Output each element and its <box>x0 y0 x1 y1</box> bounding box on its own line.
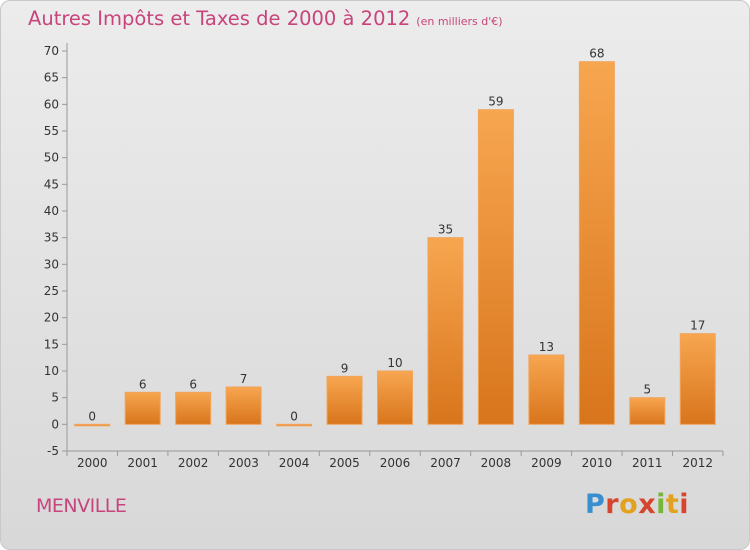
x-tick-label: 2011 <box>632 456 663 470</box>
value-label: 5 <box>643 383 651 397</box>
value-label: 35 <box>438 223 453 237</box>
x-tick-label: 2010 <box>582 456 613 470</box>
y-tick-label: 0 <box>51 417 59 431</box>
y-tick-label: 35 <box>44 231 59 245</box>
value-label: 7 <box>240 372 248 386</box>
x-tick-label: 2009 <box>531 456 562 470</box>
x-tick-label: 2001 <box>127 456 158 470</box>
y-tick-label: 15 <box>44 337 59 351</box>
bar <box>427 237 464 425</box>
proxiti-logo: Proxiti <box>585 489 689 520</box>
x-tick-label: 2004 <box>279 456 310 470</box>
bars <box>74 61 716 427</box>
value-label: 9 <box>341 361 349 375</box>
y-tick-label: 5 <box>51 391 59 405</box>
logo-letter: i <box>656 489 666 520</box>
commune-name: MENVILLE <box>36 495 127 517</box>
y-tick-label: -5 <box>47 444 59 458</box>
bar <box>477 109 514 425</box>
x-tick-label: 2006 <box>380 456 411 470</box>
logo-letter: o <box>619 489 639 520</box>
logo-letter: r <box>605 489 620 520</box>
y-tick-label: 40 <box>44 204 59 218</box>
value-label: 59 <box>488 95 503 109</box>
title-text: Autres Impôts et Taxes de 2000 à 2012 <box>28 7 411 30</box>
value-label: 13 <box>539 340 554 354</box>
bar <box>528 354 565 425</box>
bar <box>326 375 363 425</box>
logo-letter: i <box>679 489 690 520</box>
value-label: 0 <box>88 409 96 423</box>
x-tick-label: 2003 <box>228 456 259 470</box>
logo-letter: t <box>665 489 680 520</box>
bar <box>578 61 615 425</box>
x-axis: 2000 2001 2002 2003 2004 2005 2006 2007 2008 2009… <box>66 450 724 470</box>
y-tick-label: 65 <box>44 71 59 85</box>
y-tick-label: 70 <box>44 44 59 58</box>
x-tick-label: 2002 <box>178 456 209 470</box>
bar <box>74 423 111 427</box>
chart-subtitle: (en milliers d'€) <box>416 15 503 28</box>
x-tick-label: 2012 <box>682 456 713 470</box>
value-label: 6 <box>189 377 197 391</box>
y-tick-label: 20 <box>44 311 59 325</box>
x-tick-label: 2000 <box>77 456 108 470</box>
bar <box>225 386 262 425</box>
bar <box>175 391 212 425</box>
y-tick-label: 10 <box>44 364 59 378</box>
value-label: 6 <box>139 377 147 391</box>
y-tick-label: 60 <box>44 97 59 111</box>
chart-title: Autres Impôts et Taxes de 2000 à 2012 (en… <box>28 7 503 30</box>
y-tick-label: 50 <box>44 151 59 165</box>
y-tick-label: 45 <box>44 177 59 191</box>
bar <box>629 397 666 425</box>
logo-letter: P <box>585 489 606 520</box>
logo-letter: x <box>638 489 657 520</box>
value-label: 10 <box>387 356 402 370</box>
y-tick-label: 30 <box>44 257 59 271</box>
y-tick-label: 55 <box>44 124 59 138</box>
bar <box>679 333 716 425</box>
value-label: 0 <box>290 409 298 423</box>
bar <box>124 391 161 425</box>
bar <box>377 370 413 425</box>
value-labels: 0 6 6 7 0 9 10 35 59 13 68 5 17 <box>88 47 705 424</box>
x-tick-label: 2008 <box>481 456 512 470</box>
y-tick-label: 25 <box>44 284 59 298</box>
x-tick-label: 2007 <box>430 456 461 470</box>
bar <box>276 423 313 427</box>
x-tick-label: 2005 <box>329 456 360 470</box>
y-axis: -5 0 5 10 15 20 25 30 35 40 45 50 55 60 65 70 <box>44 43 68 458</box>
value-label: 17 <box>690 319 705 333</box>
value-label: 68 <box>589 47 604 61</box>
